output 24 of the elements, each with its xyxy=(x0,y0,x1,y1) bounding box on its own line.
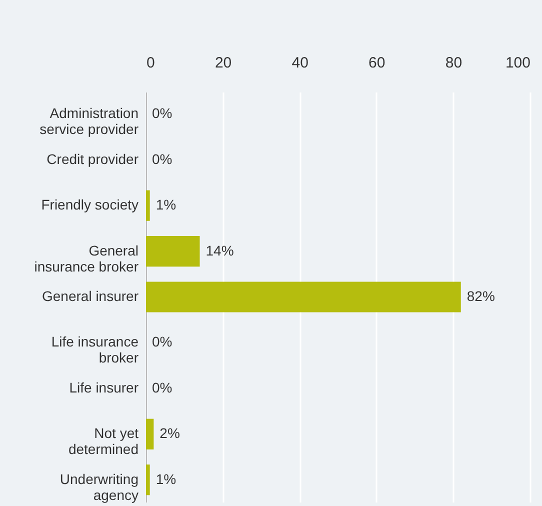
data-label: 1% xyxy=(156,196,176,213)
data-label: 0% xyxy=(152,150,172,167)
x-tick-label: 40 xyxy=(292,54,308,72)
y-tick-label: General insurer xyxy=(42,288,139,304)
y-tick-label: Credit provider xyxy=(46,150,139,167)
y-tick-label: Not yet determined xyxy=(68,425,139,458)
x-tick-label: 0 xyxy=(146,54,155,72)
data-label: 0% xyxy=(152,105,172,122)
data-label: 14% xyxy=(206,242,234,258)
y-tick-label: Underwriting agency xyxy=(60,470,138,503)
data-label: 2% xyxy=(160,425,180,442)
data-label: 0% xyxy=(152,379,172,396)
x-tick-label: 100 xyxy=(505,54,530,72)
data-label: 0% xyxy=(152,334,172,350)
y-tick-label: Life insurer xyxy=(69,379,139,396)
y-tick-label: Life insurance broker xyxy=(51,334,139,366)
x-tick-label: 80 xyxy=(445,54,462,72)
data-label: 1% xyxy=(156,470,176,487)
y-tick-label: Friendly society xyxy=(41,196,138,213)
data-label: 82% xyxy=(466,288,495,304)
y-tick-label: General insurance broker xyxy=(34,242,139,274)
x-tick-label: 20 xyxy=(214,54,232,72)
x-tick-label: 60 xyxy=(368,54,386,72)
y-tick-label: Administration service provider xyxy=(40,105,139,138)
